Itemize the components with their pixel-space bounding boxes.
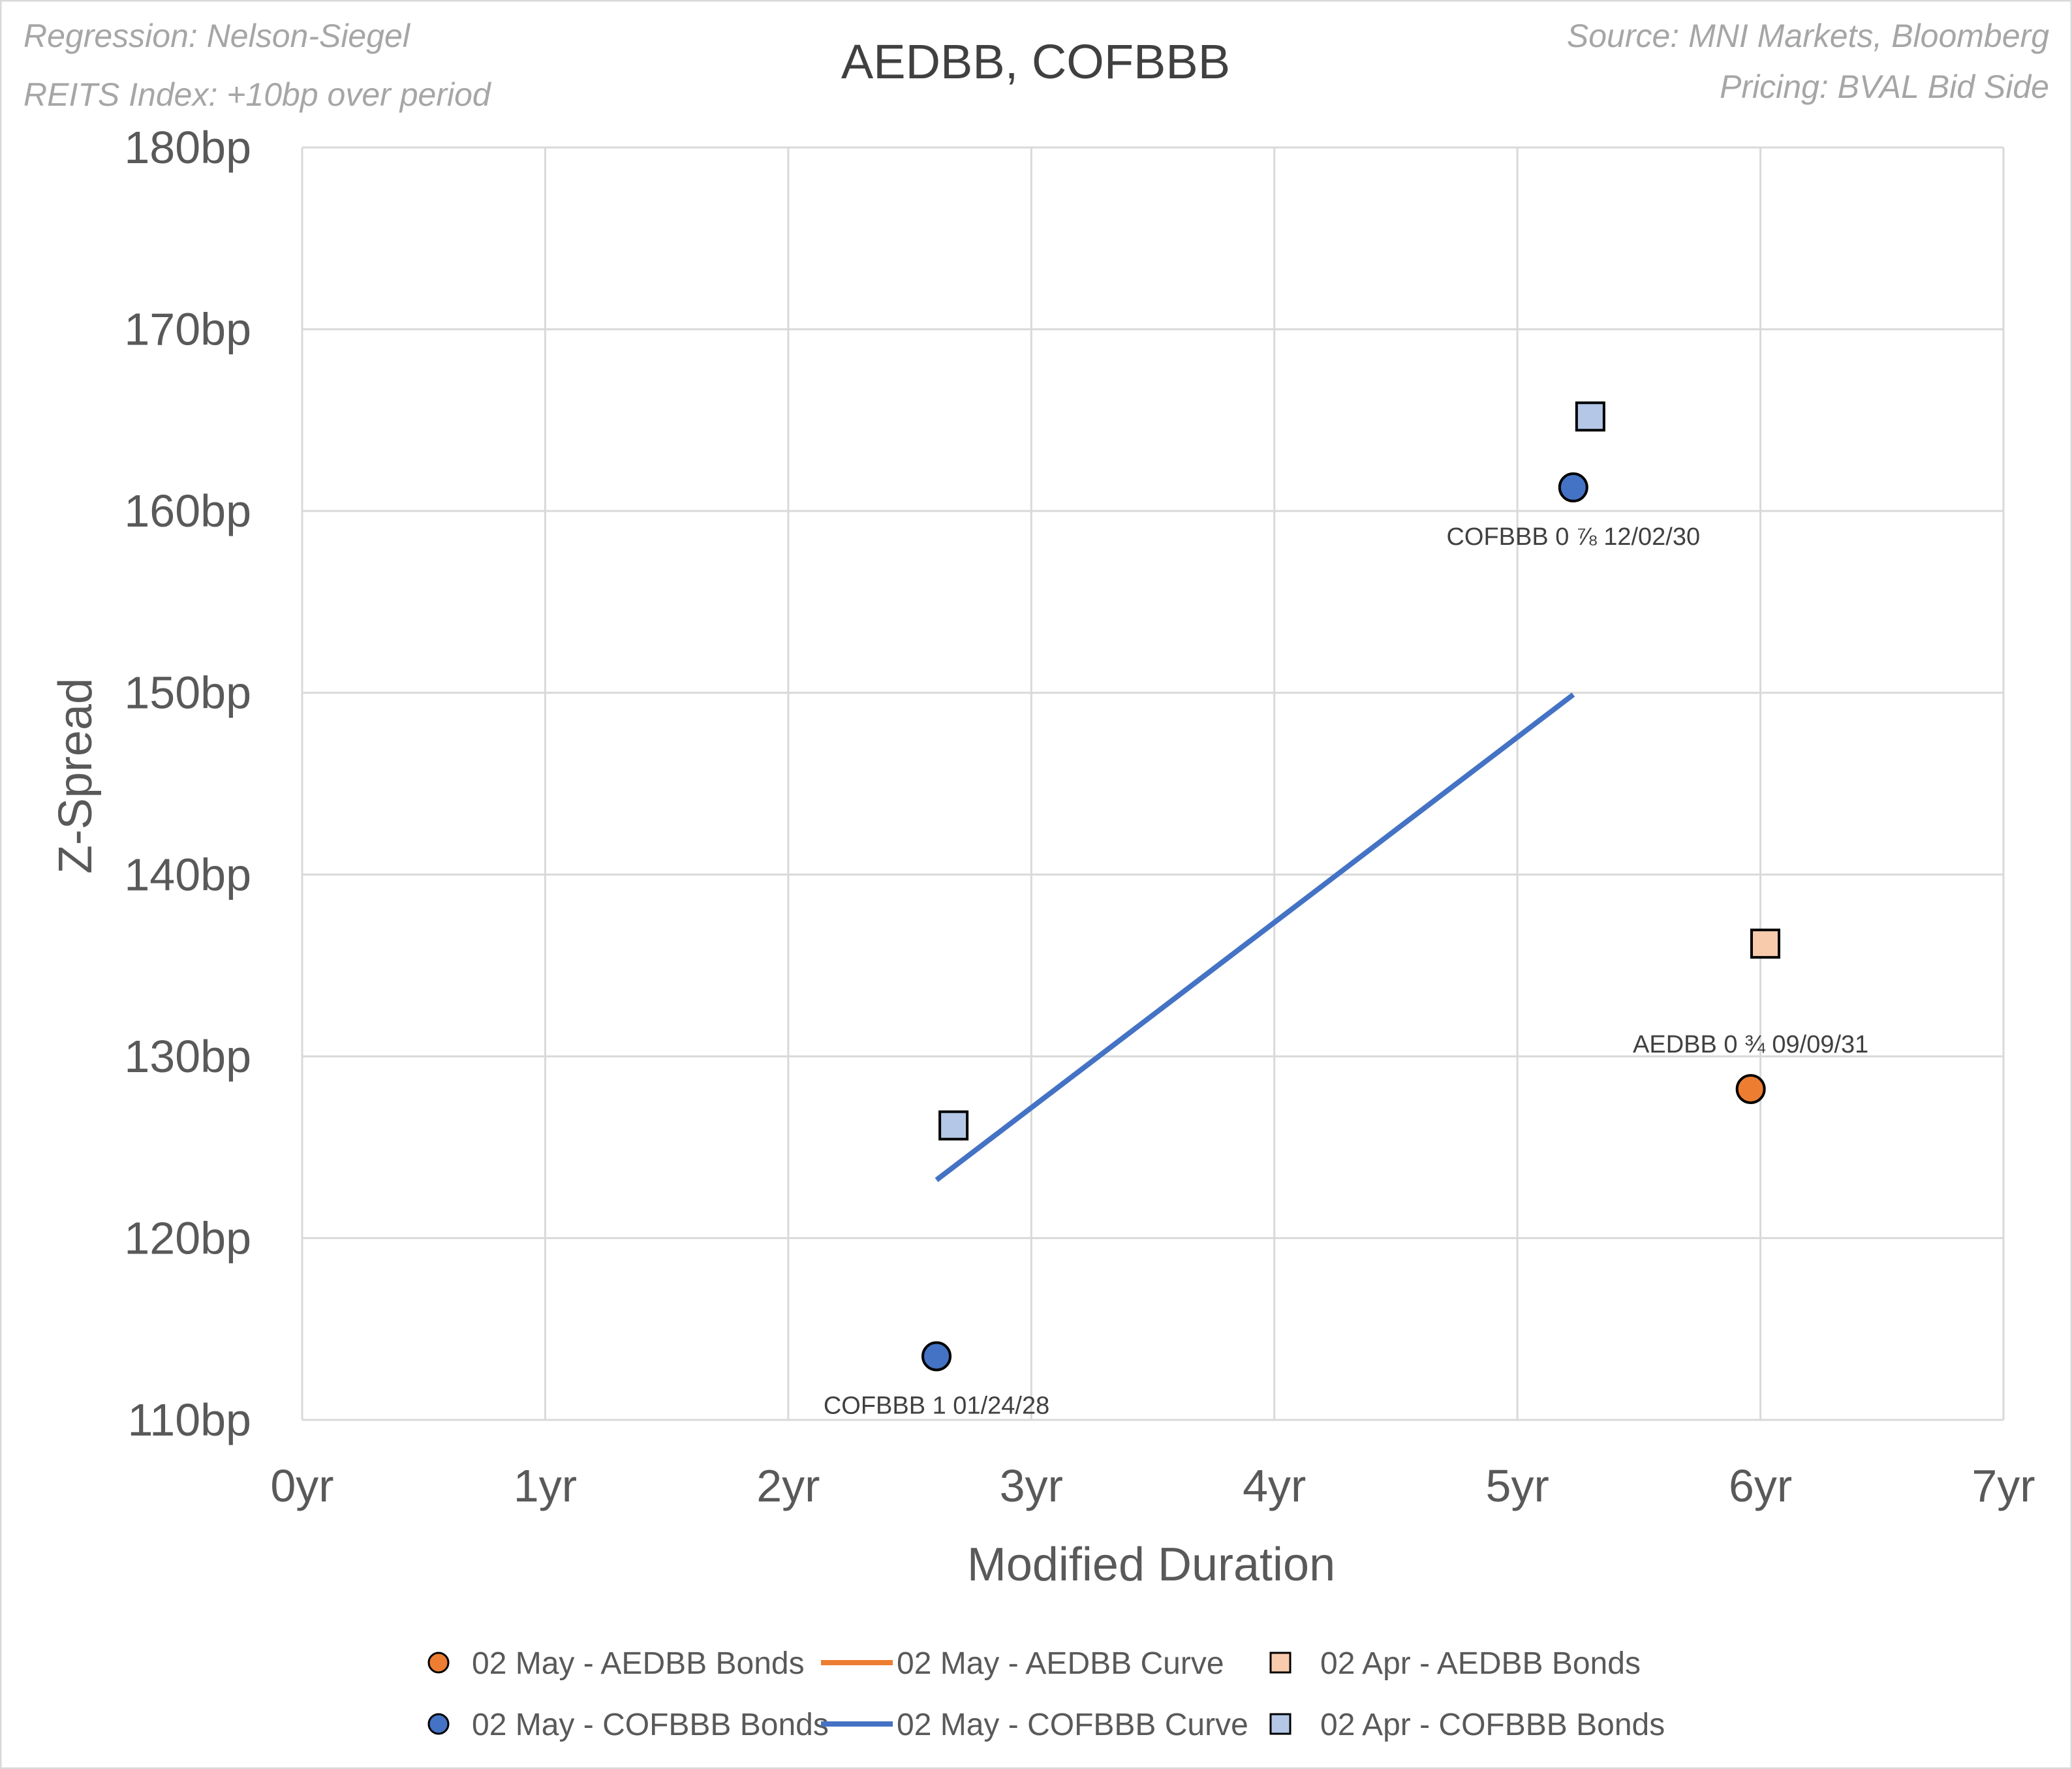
x-tick-label: 2yr — [756, 1460, 820, 1511]
point-label-layer: AEDBB 0 ¾ 09/09/31 COFBBB 1 01/24/28 COFBB… — [824, 523, 1868, 1420]
legend-marker — [1269, 1652, 1291, 1674]
x-axis-label: Modified Duration — [967, 1539, 1335, 1591]
data-point — [1735, 1074, 1766, 1104]
note-regression: Regression: Nelson-Siegel — [23, 18, 411, 54]
y-tick-label: 160bp — [124, 485, 251, 536]
legend-label: 02 Apr - COFBBB Bonds — [1320, 1708, 1665, 1742]
data-point — [1575, 401, 1605, 432]
note-index: REITS Index: +10bp over period — [23, 76, 492, 113]
data-label: COFBBB 1 01/24/28 — [824, 1392, 1049, 1420]
series-line — [935, 692, 1575, 1182]
grid-layer — [301, 146, 2005, 1421]
x-tick-label: 3yr — [1000, 1460, 1063, 1511]
x-tick-label: 0yr — [270, 1460, 333, 1511]
y-tick-label: 170bp — [124, 304, 251, 355]
note-source: Source: MNI Markets, Bloomberg — [1567, 18, 2049, 54]
y-tick-label: 150bp — [124, 668, 251, 718]
x-tick-label: 1yr — [514, 1460, 577, 1511]
legend-label: 02 Apr - AEDBB Bonds — [1320, 1646, 1641, 1681]
legend-marker — [427, 1652, 450, 1674]
y-tick-label: 110bp — [128, 1394, 251, 1445]
legend-label: 02 May - COFBBB Bonds — [472, 1708, 829, 1742]
data-point — [1558, 472, 1588, 502]
y-tick-label: 130bp — [124, 1031, 251, 1082]
y-tick-label: 120bp — [124, 1212, 251, 1263]
data-label: COFBBB 0 ⅞ 12/02/30 — [1446, 523, 1700, 551]
y-tick-label: 140bp — [124, 849, 251, 900]
x-tick-label: 4yr — [1243, 1460, 1306, 1511]
data-point — [921, 1341, 952, 1372]
x-tick-label: 6yr — [1729, 1460, 1792, 1511]
legend-label: 02 May - AEDBB Curve — [897, 1646, 1224, 1681]
series-layer — [921, 401, 1781, 1372]
x-tick-label: 7yr — [1971, 1460, 2035, 1511]
legend: 02 May - AEDBB Bonds 02 May - AEDBB Curve… — [427, 1646, 1665, 1742]
y-axis-label: Z-Spread — [50, 678, 102, 874]
legend-label: 02 May - AEDBB Bonds — [472, 1646, 805, 1681]
note-pricing: Pricing: BVAL Bid Side — [1720, 69, 2049, 105]
legend-label: 02 May - COFBBB Curve — [897, 1708, 1248, 1742]
x-tick-label: 5yr — [1486, 1460, 1549, 1511]
legend-marker — [1269, 1713, 1291, 1735]
y-tick-label: 180bp — [124, 122, 251, 173]
tick-layer: 0yr 1yr 2yr 3yr 4yr 5yr 6yr 7yr 110bp 120bp 130bp 1… — [124, 122, 2035, 1511]
chart-title: AEDBB, COFBBB — [841, 35, 1230, 89]
legend-marker — [427, 1713, 450, 1735]
data-label: AEDBB 0 ¾ 09/09/31 — [1633, 1031, 1868, 1058]
data-point — [938, 1110, 969, 1141]
data-point — [1750, 929, 1781, 959]
